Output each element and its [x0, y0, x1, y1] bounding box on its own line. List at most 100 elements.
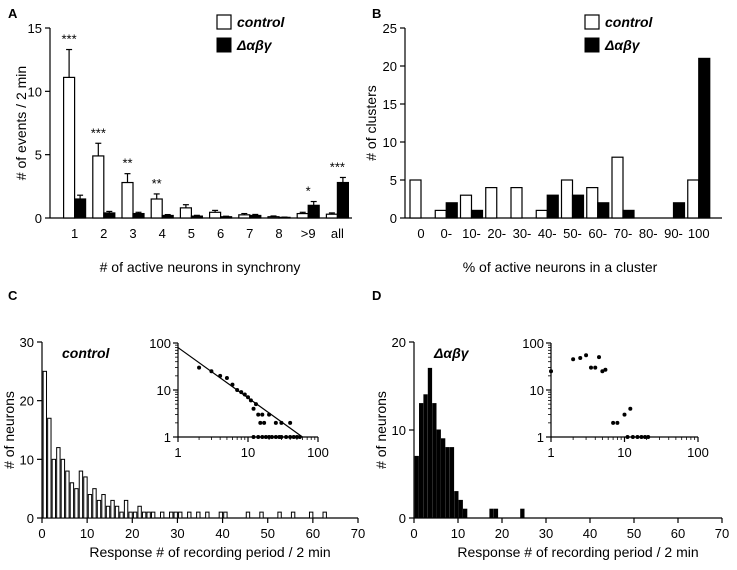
bar-control: [560, 179, 574, 219]
bar-dabg: [698, 57, 711, 219]
panel-label-b: B: [372, 6, 381, 21]
histogram-bar: [150, 511, 156, 519]
panel-d-xtick-label: 70: [715, 526, 729, 541]
panel-d-xtick-label: 30: [539, 526, 553, 541]
panel-d-inset-xtick-label: 100: [687, 445, 709, 460]
panel-b-ytick-label: 5: [390, 173, 397, 188]
histogram-bar: [128, 511, 133, 519]
bar-control: [92, 155, 105, 219]
bar-control: [121, 181, 134, 219]
bar-control: [209, 211, 222, 219]
inset-data-point: [284, 435, 289, 439]
histogram-bar: [146, 511, 151, 519]
histogram-bar: [92, 488, 97, 519]
histogram-bar: [245, 511, 251, 519]
panel-b-tick-label: 100: [688, 226, 710, 241]
panel-a-category-label: all: [331, 226, 344, 241]
panel-c-ytick-label: 20: [20, 394, 34, 409]
inset-data-point: [642, 435, 647, 439]
panel-a-category-label: 2: [100, 226, 107, 241]
bar-dabg: [190, 215, 203, 219]
histogram-bar: [489, 508, 494, 519]
panel-d-xtick-label: 40: [583, 526, 597, 541]
bar-dabg: [132, 212, 145, 219]
histogram-bar: [458, 499, 463, 519]
panel-d-inset-ytick-label: 100: [522, 336, 544, 351]
panel-label-c: C: [8, 288, 18, 303]
inset-data-point: [291, 435, 296, 439]
inset-data-point: [260, 435, 265, 439]
panel-c-xtick-label: 60: [306, 526, 320, 541]
histogram-bar: [47, 417, 52, 519]
panel-c-inset-xtick-label: 100: [307, 445, 329, 460]
bar-dabg: [307, 204, 320, 219]
histogram-bar: [223, 511, 228, 519]
panel-a-category-label: 7: [246, 226, 253, 241]
histogram-bar: [308, 511, 314, 519]
panel-a-ytick-label: 0: [35, 211, 42, 226]
histogram-bar: [69, 482, 75, 519]
bar-dabg: [161, 214, 174, 219]
panel-b-ylabel: # of clusters: [363, 85, 379, 160]
bar-control: [179, 207, 192, 219]
panel-d-inset-ytick-label: 1: [537, 430, 544, 445]
inset-data-point: [258, 420, 263, 425]
histogram-bar: [322, 511, 327, 519]
panel-d-inset-xtick-label: 1: [547, 445, 554, 460]
histogram-bar: [441, 438, 446, 519]
inset-data-point: [603, 367, 608, 372]
significance-stars: ***: [330, 159, 345, 174]
inset-data-point: [588, 365, 593, 370]
legend-label-dabg: Δαβγ: [236, 37, 273, 53]
inset-data-point: [611, 420, 616, 425]
histogram-bar: [196, 511, 201, 519]
inset-data-point: [635, 435, 640, 439]
panel-b-tick-label: 90-: [664, 226, 683, 241]
histogram-bar: [87, 494, 93, 519]
bar-control: [611, 156, 624, 219]
panel-c-ytick-label: 0: [27, 511, 34, 526]
panel-c-inset-ytick-label: 1: [164, 430, 171, 445]
inset-data-point: [600, 369, 605, 374]
panel-d-xtick-label: 10: [451, 526, 465, 541]
inset-data-point: [615, 420, 620, 425]
inset-data-point: [251, 435, 256, 439]
histogram-bar: [119, 511, 124, 519]
bar-control: [325, 213, 338, 219]
panel-c-title: control: [62, 345, 111, 361]
panel-c-xtick-label: 40: [215, 526, 229, 541]
panel-b-tick-label: 70-: [614, 226, 633, 241]
histogram-bar: [110, 499, 115, 519]
legend-swatch-control: [216, 14, 232, 30]
inset-data-point: [584, 353, 589, 358]
histogram-bar: [493, 508, 499, 519]
histogram-bar: [60, 458, 66, 519]
inset-data-point: [224, 376, 229, 381]
histogram-bar: [427, 367, 433, 519]
panel-a-category-label: 8: [275, 226, 282, 241]
inset-data-point: [263, 435, 268, 439]
histogram-bar: [205, 511, 210, 519]
bar-control: [409, 179, 422, 219]
panel-label-d: D: [372, 288, 381, 303]
panel-b-tick-label: 60-: [588, 226, 607, 241]
histogram-bar: [454, 491, 459, 519]
panel-b-tick-label: 10-: [462, 226, 481, 241]
bar-control: [586, 187, 599, 219]
histogram-bar: [65, 470, 70, 519]
histogram-bar: [520, 508, 525, 519]
bar-dabg: [546, 194, 559, 219]
histogram-bar: [132, 511, 138, 519]
panel-b-ytick-label: 0: [390, 211, 397, 226]
histogram-bar: [432, 403, 437, 519]
panel-d-inset-ytick-label: 10: [530, 383, 544, 398]
inset-data-point: [267, 435, 272, 439]
histogram-bar: [114, 505, 120, 519]
bar-dabg: [73, 198, 87, 219]
histogram-bar: [277, 511, 282, 519]
histogram-bar: [445, 447, 450, 519]
legend-label-dabg: Δαβγ: [604, 37, 641, 53]
bar-control: [267, 216, 280, 219]
histogram-bar: [101, 494, 106, 519]
